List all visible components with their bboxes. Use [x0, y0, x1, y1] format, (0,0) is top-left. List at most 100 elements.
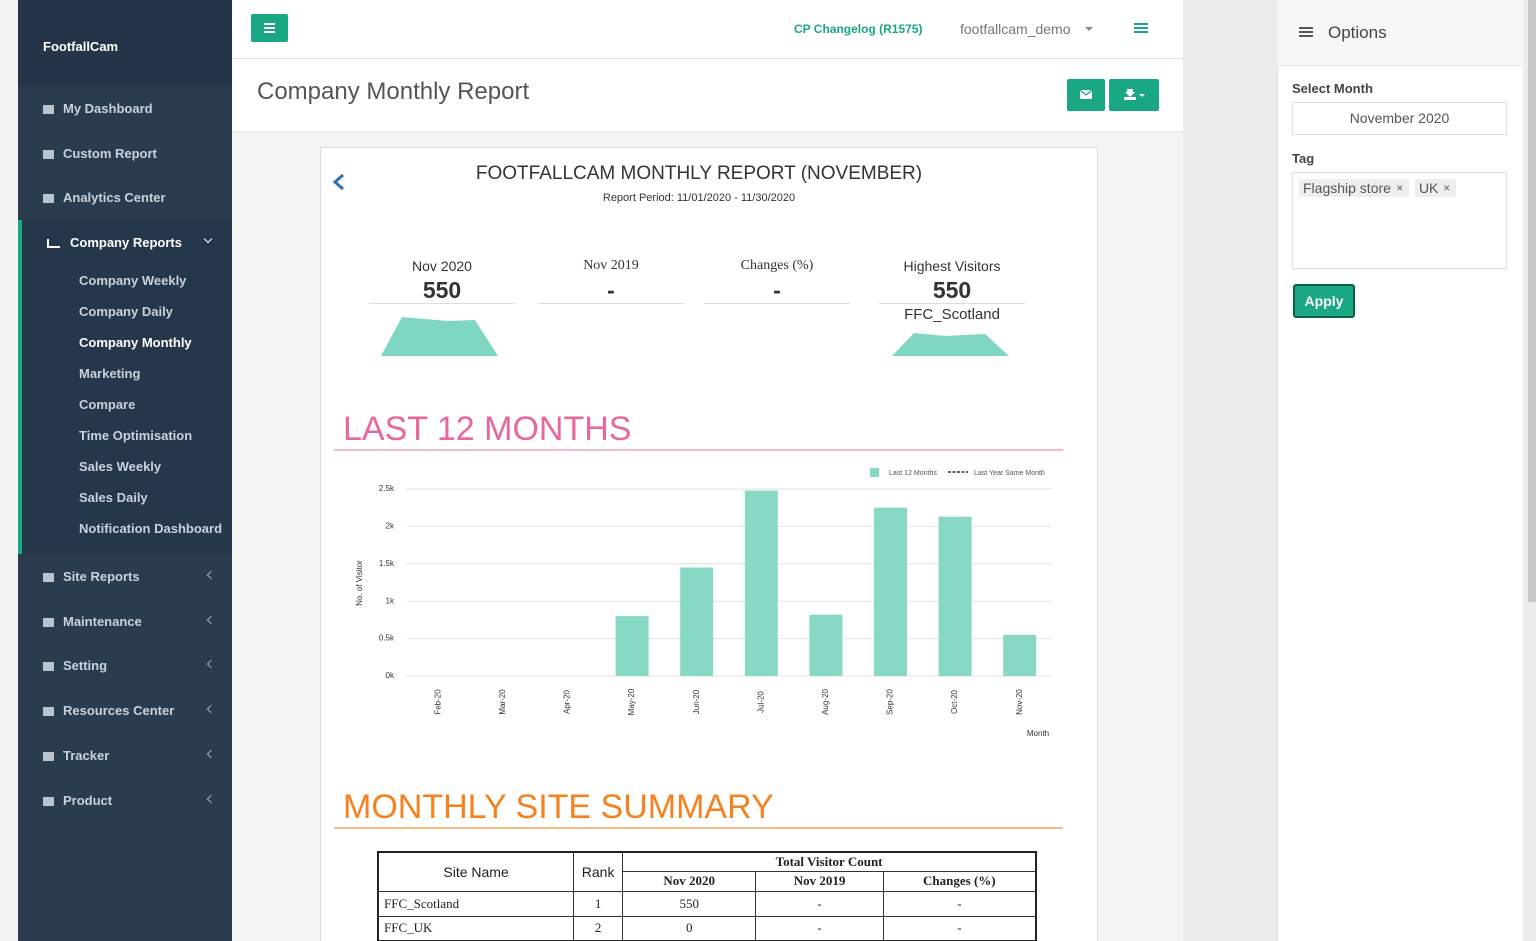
menu-item[interactable]: Setting [63, 658, 108, 674]
tag[interactable]: UK [1414, 179, 1457, 197]
kpi-label: Nov 2020 [412, 258, 472, 274]
menu-item[interactable]: Maintenance [63, 613, 142, 629]
left-strip [0, 0, 18, 941]
menu-item[interactable]: Tracker [63, 747, 110, 763]
table-row: FFC_UK 2 0- - [377, 915, 1037, 941]
menu-icon [43, 751, 54, 761]
table-cell: - [882, 890, 1037, 917]
caret [1085, 27, 1093, 31]
table-cell: 550 [622, 890, 757, 917]
menu-icon [43, 149, 54, 159]
kpi-value: - [773, 277, 781, 303]
kpi-label: Nov 2019 [583, 258, 639, 273]
download-icon [1124, 89, 1145, 100]
section-title: LAST 12 MONTHS [343, 410, 631, 448]
bar [1003, 634, 1037, 676]
menu-icon [43, 105, 54, 114]
tag-label: Tag [1292, 151, 1315, 166]
submenu-item[interactable]: Compare [79, 397, 136, 412]
brand[interactable]: FootfallCam [43, 39, 119, 54]
submenu-item[interactable]: Company Weekly [79, 273, 187, 288]
kpi-value: 550 [422, 277, 462, 303]
menu-item[interactable]: Analytics Center [63, 190, 166, 206]
y-tick-label: 2.5k [379, 484, 395, 493]
menu-item[interactable]: Custom Report [63, 145, 157, 161]
x-tick-label: May-20 [627, 688, 636, 715]
menu-icon [43, 617, 54, 627]
active-group [18, 220, 232, 554]
y-tick-label: 1k [386, 596, 395, 605]
y-axis-label: No. of Visitor [355, 560, 364, 606]
table-cell: 2 [573, 915, 624, 941]
y-tick-label: 2k [386, 522, 395, 531]
kpi-rule [538, 303, 684, 304]
brand-area [18, 0, 232, 86]
tag[interactable]: Flagship store [1299, 179, 1409, 197]
top-bar [232, 0, 1183, 59]
x-tick-label: Aug-20 [821, 689, 830, 715]
email-button[interactable] [1067, 79, 1105, 111]
title-band [232, 59, 1183, 132]
submenu-item[interactable]: Notification Dashboard [79, 521, 223, 536]
tag-remove[interactable] [1442, 183, 1452, 193]
month-label: Select Month [1292, 81, 1373, 96]
x-tick-label: Jul-20 [756, 691, 765, 713]
menu-item[interactable]: Resources Center [63, 703, 175, 719]
kpi-rule [369, 303, 515, 304]
submenu-item[interactable]: Sales Weekly [79, 459, 162, 474]
submenu-item[interactable]: Time Optimisation [79, 428, 193, 443]
legend-swatch [870, 468, 879, 477]
tag-text: UK [1418, 180, 1439, 196]
table-cell: FFC_Scotland [377, 890, 575, 917]
report-title: FOOTFALLCAM MONTHLY REPORT (NOVEMBER) [476, 163, 922, 184]
table-header: Total Visitor Count [622, 851, 1037, 872]
menu-group[interactable]: Company Reports [70, 235, 182, 250]
submenu-item[interactable]: Company Monthly [79, 335, 192, 350]
apply-button[interactable]: Apply [1293, 284, 1355, 318]
kpi-site: FFC_Scotland [904, 306, 1000, 323]
table-cell: 1 [573, 890, 624, 917]
submenu-item[interactable]: Company Daily [79, 304, 173, 319]
legend-label: Last 12 Months [889, 470, 937, 477]
table-header: Nov 2020 [622, 870, 757, 892]
x-tick-label: Feb-20 [433, 689, 442, 715]
bar [874, 507, 907, 676]
tag-input[interactable]: Flagship store UK [1292, 172, 1507, 269]
menu-item[interactable]: Product [63, 792, 113, 808]
table-row: FFC_Scotland 1 550- - [377, 890, 1037, 917]
tag-remove[interactable] [1395, 183, 1405, 193]
kpi-rule [879, 303, 1025, 304]
table-cell: - [882, 915, 1037, 941]
bar [744, 490, 778, 676]
options-panel [1277, 0, 1523, 941]
kpi-rule [704, 303, 850, 304]
changelog-link[interactable]: CP Changelog (R1575) [794, 22, 923, 36]
section-title: MONTHLY SITE SUMMARY [343, 788, 774, 826]
submenu-item[interactable]: Marketing [79, 366, 141, 381]
menu-toggle[interactable] [251, 14, 288, 42]
bar [938, 516, 972, 676]
menu-item[interactable]: My Dashboard [63, 101, 153, 116]
site-summary-table: Site Name Rank Total Visitor Count Nov 2020… [377, 851, 1037, 941]
user-menu[interactable]: footfallcam_demo [960, 21, 1071, 37]
menu-item[interactable]: Site Reports [63, 569, 140, 584]
table-header: Rank [573, 851, 624, 892]
table-cell: 0 [622, 915, 757, 941]
table-cell: - [755, 890, 884, 917]
table-header: Changes (%) [882, 870, 1037, 892]
tag-text: Flagship store [1303, 180, 1391, 196]
x-axis-label: Month [1027, 729, 1049, 738]
month-select[interactable]: November 2020 [1292, 102, 1507, 135]
x-tick-label: Apr-20 [563, 689, 572, 714]
sparkline [381, 317, 498, 356]
table-row: Site Name Rank Total Visitor Count [377, 851, 1037, 892]
submenu-item[interactable]: Sales Daily [79, 490, 148, 505]
options-toggle[interactable] [1134, 23, 1149, 35]
download-button[interactable] [1109, 79, 1159, 111]
bar [809, 614, 843, 676]
cross [1444, 185, 1450, 191]
x-tick-label: Mar-20 [498, 689, 507, 715]
y-tick-label: 0k [386, 671, 395, 680]
back-arrow[interactable] [332, 173, 344, 191]
